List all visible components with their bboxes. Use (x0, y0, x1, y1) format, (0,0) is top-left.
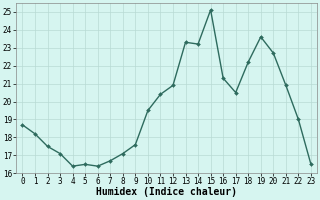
X-axis label: Humidex (Indice chaleur): Humidex (Indice chaleur) (96, 187, 237, 197)
